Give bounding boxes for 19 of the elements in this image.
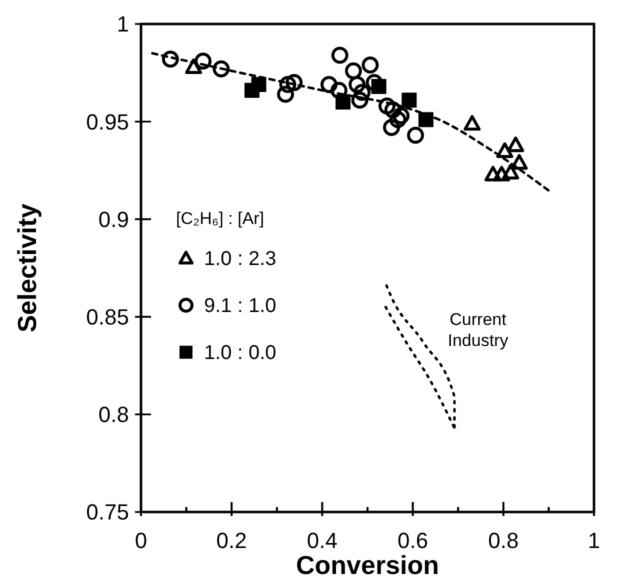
y-tick-label: 0.85	[86, 304, 129, 330]
legend-label: 9.1 : 1.0	[204, 295, 276, 318]
x-tick-label: 0.2	[216, 528, 247, 553]
y-axis-title: Selectivity	[12, 203, 42, 332]
legend-label: 1.0 : 0.0	[204, 342, 276, 364]
x-tick-label: 0.4	[306, 528, 338, 553]
y-tick-label: 0.9	[98, 206, 129, 232]
x-tick-label: 1	[588, 528, 600, 553]
legend-label: 1.0 : 2.3	[204, 248, 276, 270]
legend-title: [C₂H₆] : [Ar]	[176, 209, 264, 228]
y-tick-label: 0.95	[86, 109, 129, 134]
x-tick-label: 0.8	[488, 528, 519, 553]
x-tick-label: 0.6	[398, 528, 428, 553]
y-tick-label: 0.75	[86, 500, 129, 525]
x-tick-label: 0	[134, 528, 148, 553]
y-tick-label: 0.8	[98, 402, 129, 428]
annotation: Current Industry	[448, 310, 509, 350]
x-axis-title: Conversion	[296, 550, 440, 580]
y-tick-label: 1	[116, 12, 129, 37]
